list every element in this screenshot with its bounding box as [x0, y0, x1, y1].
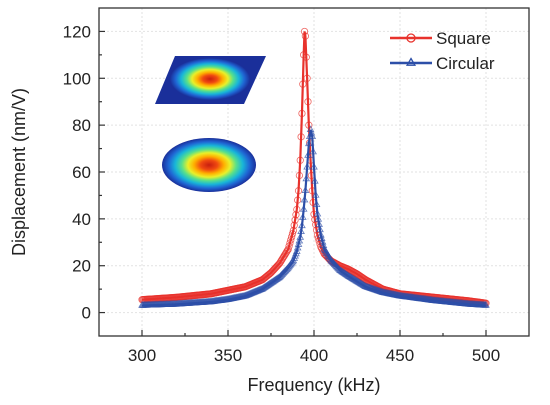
y-tick-label: 20 [72, 257, 91, 276]
data-point [316, 225, 324, 233]
data-point [292, 211, 300, 219]
data-point [292, 247, 301, 254]
data-point [301, 186, 310, 193]
y-tick-label: 100 [63, 69, 91, 88]
circular-plate-mode-shape [162, 138, 256, 192]
y-tick-label: 120 [63, 22, 91, 41]
data-point [308, 132, 317, 140]
data-point [310, 162, 318, 170]
legend-marker-circular [405, 57, 417, 66]
data-point [309, 147, 317, 155]
data-point [336, 266, 345, 274]
data-point [335, 266, 344, 273]
data-point [299, 80, 307, 88]
data-point [298, 213, 307, 220]
data-point [288, 230, 297, 238]
data-point [337, 267, 346, 274]
data-point [340, 268, 348, 276]
data-point [298, 221, 306, 229]
data-point [482, 301, 490, 308]
data-point [312, 200, 321, 207]
data-point [293, 205, 301, 214]
x-axis-title: Frequency (kHz) [247, 375, 380, 395]
data-point [297, 227, 305, 234]
data-point [302, 174, 311, 182]
data-point [341, 269, 349, 277]
x-tick-label: 300 [128, 346, 156, 365]
data-point [290, 221, 298, 229]
legend-item-circular: Circular [390, 54, 495, 73]
data-point [295, 236, 304, 244]
data-point [289, 226, 297, 235]
data-point [301, 32, 309, 40]
data-point [339, 268, 348, 275]
data-point [293, 243, 302, 251]
data-point [311, 176, 319, 184]
data-point [341, 270, 350, 277]
data-point [304, 98, 312, 106]
y-tick-label: 80 [72, 116, 91, 135]
data-point [296, 156, 304, 164]
data-point [283, 247, 291, 255]
data-point [305, 121, 313, 129]
data-point [275, 260, 283, 268]
legend: Square Circular [390, 29, 495, 73]
x-tick-label: 500 [472, 346, 500, 365]
data-point [297, 133, 305, 141]
data-point [338, 267, 347, 275]
data-point [311, 191, 320, 198]
data-point [313, 209, 322, 217]
y-tick-label: 0 [82, 304, 91, 323]
x-tick-label: 450 [386, 346, 414, 365]
data-point [300, 27, 309, 36]
data-point [294, 196, 302, 204]
legend-marker-square [406, 33, 416, 43]
data-point [300, 51, 308, 59]
legend-label-circular: Circular [436, 54, 495, 73]
data-point [303, 74, 311, 82]
data-point [294, 187, 303, 195]
legend-item-square: Square [390, 29, 491, 48]
x-tick-label: 400 [300, 346, 328, 365]
axis-ticks: 300 350 400 450 500 0 20 40 60 80 100 120 [63, 22, 501, 365]
data-point [291, 216, 299, 224]
data-point [302, 53, 310, 61]
series-layer [138, 27, 490, 308]
data-point [294, 240, 303, 247]
data-point [295, 171, 303, 180]
square-plate-mode-shape [155, 56, 266, 104]
data-point [303, 162, 311, 170]
y-axis-title: Displacement (nm/V) [9, 88, 29, 256]
data-point [315, 220, 323, 227]
data-point [299, 205, 308, 212]
data-point [300, 195, 309, 203]
series-circular [138, 125, 490, 308]
data-point [298, 109, 306, 118]
legend-label-square: Square [436, 29, 491, 48]
data-point [314, 215, 323, 222]
y-tick-label: 40 [72, 210, 91, 229]
y-tick-label: 60 [72, 163, 91, 182]
x-tick-label: 350 [214, 346, 242, 365]
data-point [305, 139, 313, 147]
data-point [296, 233, 305, 240]
data-point [304, 151, 312, 158]
